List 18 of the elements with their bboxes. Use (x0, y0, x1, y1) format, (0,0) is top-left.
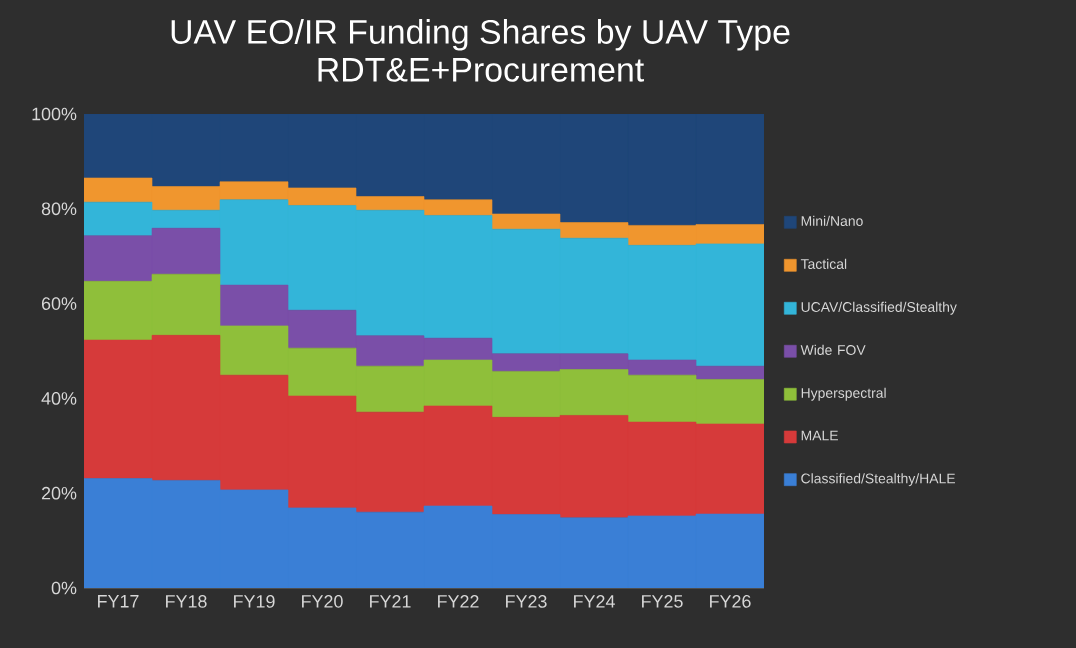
chart-subtitle: RDT&E+Procurement (318, 58, 644, 82)
y-tick-label: 40% (41, 392, 77, 405)
x-tick-label: FY26 (710, 595, 751, 608)
x-tick-label: FY24 (574, 595, 615, 608)
y-tick-label: 20% (41, 486, 77, 500)
y-tick-label: 80% (41, 202, 77, 216)
x-tick-label: FY22 (438, 595, 479, 608)
x-tick-label: FY21 (370, 595, 411, 608)
x-tick-label: FY25 (642, 595, 683, 608)
y-tick-label: 100% (32, 107, 77, 121)
x-tick-label: FY20 (302, 595, 343, 608)
y-tick-label: 60% (41, 297, 77, 310)
y-tick-label: 0% (51, 581, 77, 595)
x-tick-label: FY23 (506, 595, 547, 608)
x-tick-label: FY17 (98, 595, 139, 608)
chart-title: UAV EO/IR Funding Shares by UAV Type (171, 19, 790, 51)
x-tick-label: FY18 (166, 595, 207, 608)
x-tick-label: FY19 (234, 595, 275, 608)
